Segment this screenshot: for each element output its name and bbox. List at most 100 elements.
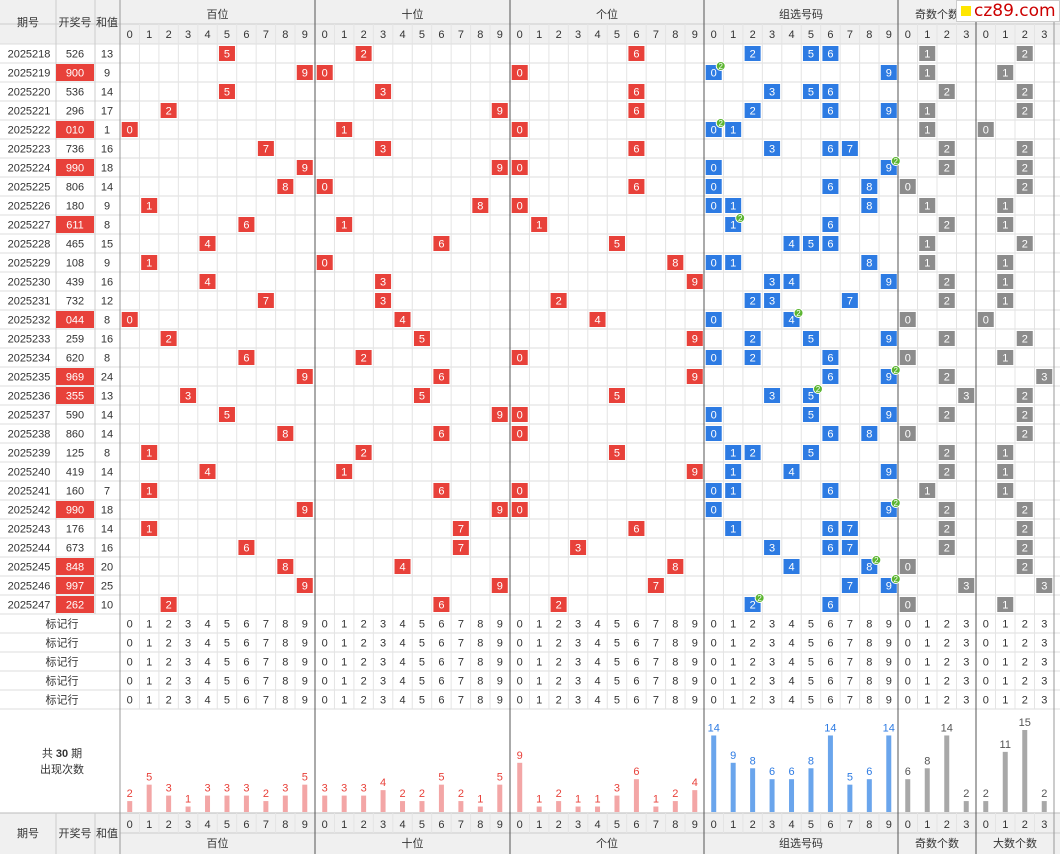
draw-footer: 开奖号 xyxy=(59,826,92,840)
digit-ball xyxy=(628,521,645,536)
marker-digit: 2 xyxy=(556,638,562,650)
marker-digit: 0 xyxy=(905,657,911,669)
digit-ball-label: 1 xyxy=(146,258,152,270)
marker-digit: 4 xyxy=(204,676,210,688)
count-ball-label: 2 xyxy=(944,524,950,536)
digit-footer: 1 xyxy=(730,819,736,831)
draw-highlight xyxy=(56,121,94,138)
count-ball-label: 2 xyxy=(1022,334,1028,346)
marker-digit: 0 xyxy=(127,657,133,669)
digit-footer: 8 xyxy=(866,819,872,831)
repeat-badge-label: 2 xyxy=(894,366,899,375)
marker-digit: 5 xyxy=(224,619,230,631)
group-ball-label: 9 xyxy=(886,410,892,422)
count-ball xyxy=(938,502,955,517)
digit-header: 2 xyxy=(556,29,562,41)
marker-digit: 2 xyxy=(750,695,756,707)
period-footer: 期号 xyxy=(17,827,39,840)
group-ball-label: 5 xyxy=(808,391,814,403)
count-ball-label: 2 xyxy=(944,505,950,517)
sum-cell: 14 xyxy=(101,87,113,99)
digit-header: 9 xyxy=(302,29,308,41)
period-cell: 2025225 xyxy=(8,182,51,194)
digit-ball xyxy=(511,350,528,365)
draw-highlight xyxy=(56,368,94,385)
digit-header: 3 xyxy=(185,29,191,41)
marker-digit: 0 xyxy=(517,676,523,688)
group-ball xyxy=(802,407,819,422)
count-ball xyxy=(1016,521,1033,536)
digit-header: 6 xyxy=(827,29,833,41)
marker-digit: 9 xyxy=(886,638,892,650)
period-cell: 2025246 xyxy=(8,581,51,593)
count-bar-label: 9 xyxy=(517,750,523,762)
digit-ball xyxy=(277,559,294,574)
group-footer-4: 奇数个数 xyxy=(915,837,959,850)
marker-digit: 5 xyxy=(808,676,814,688)
group-ball xyxy=(880,464,897,479)
digit-header: 3 xyxy=(380,29,386,41)
digit-footer: 3 xyxy=(769,819,775,831)
marker-digit: 9 xyxy=(692,676,698,688)
marker-digit: 7 xyxy=(458,638,464,650)
marker-digit: 8 xyxy=(672,657,678,669)
marker-digit: 7 xyxy=(847,695,853,707)
marker-digit: 9 xyxy=(692,657,698,669)
marker-digit: 2 xyxy=(1022,657,1028,669)
marker-digit: 6 xyxy=(633,695,639,707)
group-ball xyxy=(705,426,722,441)
marker-digit: 8 xyxy=(866,676,872,688)
sum-cell: 18 xyxy=(101,505,113,517)
group-ball xyxy=(880,65,897,80)
marker-digit: 3 xyxy=(575,695,581,707)
site-logo[interactable]: cz89.com xyxy=(956,0,1060,22)
sum-cell: 8 xyxy=(104,315,110,327)
count-bar xyxy=(692,790,698,812)
group-ball-label: 1 xyxy=(730,125,736,137)
digit-ball-label: 3 xyxy=(380,277,386,289)
marker-digit: 1 xyxy=(1002,638,1008,650)
digit-ball-label: 4 xyxy=(399,562,405,574)
sum-cell: 10 xyxy=(101,600,113,612)
count-ball-label: 3 xyxy=(963,581,969,593)
digit-ball-label: 8 xyxy=(477,201,483,213)
row-background xyxy=(0,424,1060,443)
marker-digit: 7 xyxy=(653,676,659,688)
sum-cell: 13 xyxy=(101,49,113,61)
group-ball xyxy=(822,103,839,118)
digit-ball-label: 4 xyxy=(204,239,210,251)
group-ball xyxy=(841,540,858,555)
marker-digit: 1 xyxy=(536,619,542,631)
digit-ball xyxy=(336,122,353,137)
digit-ball xyxy=(277,179,294,194)
group-ball xyxy=(764,274,781,289)
marker-digit: 6 xyxy=(243,657,249,669)
count-ball-label: 2 xyxy=(944,334,950,346)
marker-digit: 8 xyxy=(477,695,483,707)
group-ball-label: 3 xyxy=(769,144,775,156)
marker-digit: 3 xyxy=(1041,695,1047,707)
marker-digit: 2 xyxy=(361,638,367,650)
group-ball-label: 3 xyxy=(769,87,775,99)
digit-ball-label: 8 xyxy=(672,562,678,574)
repeat-badge xyxy=(890,156,901,166)
digit-ball xyxy=(296,502,313,517)
sum-cell: 1 xyxy=(104,125,110,137)
group-ball-label: 7 xyxy=(847,144,853,156)
marker-digit: 9 xyxy=(302,676,308,688)
draw-cell: 736 xyxy=(66,144,84,156)
group-ball-label: 0 xyxy=(711,410,717,422)
digit-ball-label: 3 xyxy=(185,391,191,403)
digit-footer: 9 xyxy=(886,819,892,831)
count-ball-label: 2 xyxy=(1022,429,1028,441)
digit-header: 0 xyxy=(983,29,989,41)
digit-footer: 0 xyxy=(517,819,523,831)
count-bar xyxy=(750,768,756,812)
repeat-badge-label: 2 xyxy=(718,62,723,71)
marker-digit: 9 xyxy=(692,619,698,631)
marker-digit: 1 xyxy=(924,676,930,688)
count-ball xyxy=(1016,141,1033,156)
sum-cell: 12 xyxy=(101,296,113,308)
digit-footer: 1 xyxy=(924,819,930,831)
count-ball-label: 2 xyxy=(944,220,950,232)
